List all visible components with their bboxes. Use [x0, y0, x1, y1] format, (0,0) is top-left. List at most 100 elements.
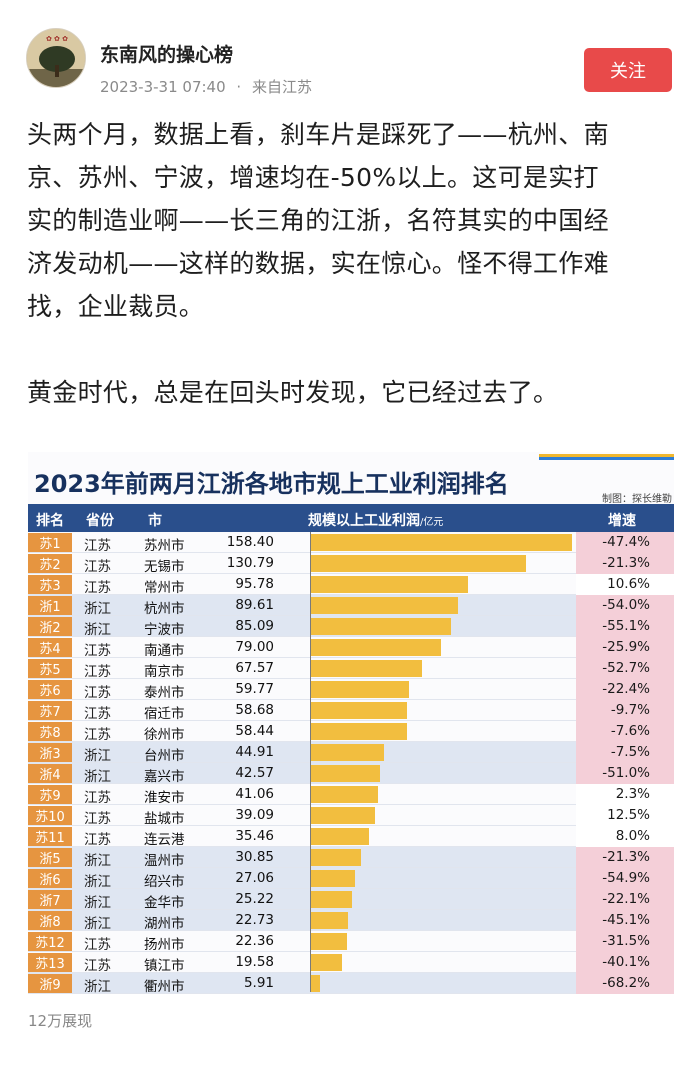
profit-bar	[310, 828, 369, 845]
growth-cell: -54.0%	[576, 595, 674, 616]
city-cell: 盐城市	[144, 811, 185, 827]
city-cell: 淮安市	[144, 790, 185, 806]
growth-cell: -25.9%	[576, 637, 674, 658]
profit-value: 30.85	[235, 849, 274, 865]
profit-value: 89.61	[235, 597, 274, 613]
rank-badge: 浙5	[28, 848, 72, 867]
rank-badge: 浙3	[28, 743, 72, 762]
profit-value: 22.36	[235, 933, 274, 949]
profit-bar	[310, 849, 362, 866]
growth-cell: -52.7%	[576, 658, 674, 679]
profit-value: 59.77	[235, 681, 274, 697]
profit-bar	[310, 870, 355, 887]
province-cell: 江苏	[84, 727, 111, 743]
profit-bar	[310, 765, 381, 782]
table-row: 浙4 浙江 嘉兴市 42.57 -51.0%	[28, 763, 674, 785]
rank-badge: 苏7	[28, 701, 72, 720]
avatar[interactable]: ✿ ✿ ✿	[26, 28, 86, 88]
table-row: 苏11 江苏 连云港 35.46 8.0%	[28, 826, 674, 848]
profit-bar	[310, 807, 375, 824]
profit-value: 44.91	[235, 744, 274, 760]
table-row: 苏9 江苏 淮安市 41.06 2.3%	[28, 784, 674, 806]
rank-badge: 苏9	[28, 785, 72, 804]
bar-track	[310, 576, 576, 593]
author-name[interactable]: 东南风的操心榜	[100, 44, 234, 66]
rank-badge: 苏3	[28, 575, 72, 594]
rank-badge: 苏6	[28, 680, 72, 699]
province-cell: 江苏	[84, 832, 111, 848]
profit-bar	[310, 933, 347, 950]
rank-badge: 浙7	[28, 890, 72, 909]
table-row: 苏12 江苏 扬州市 22.36 -31.5%	[28, 931, 674, 953]
profit-value: 158.40	[226, 534, 274, 550]
growth-cell: -40.1%	[576, 952, 674, 973]
rank-badge: 浙6	[28, 869, 72, 888]
growth-cell: -22.4%	[576, 679, 674, 700]
profit-value: 58.44	[235, 723, 274, 739]
post-image-chart[interactable]: 2023年前两月江浙各地市规上工业利润排名 制图：探长维勒 排名 省份 市 规模…	[28, 452, 674, 995]
rank-badge: 苏5	[28, 659, 72, 678]
profit-bar	[310, 681, 409, 698]
post-paragraph-2: 黄金时代，总是在回头时发现，它已经过去了。	[27, 378, 559, 407]
rank-badge: 浙1	[28, 596, 72, 615]
profit-value: 79.00	[235, 639, 274, 655]
table-header: 排名 省份 市 规模以上工业利润/亿元 增速	[28, 504, 674, 532]
province-cell: 浙江	[84, 622, 111, 638]
city-cell: 南通市	[144, 643, 185, 659]
city-cell: 镇江市	[144, 958, 185, 974]
city-cell: 杭州市	[144, 601, 185, 617]
province-cell: 江苏	[84, 685, 111, 701]
province-cell: 浙江	[84, 874, 111, 890]
table-row: 苏13 江苏 镇江市 19.58 -40.1%	[28, 952, 674, 974]
table-row: 浙8 浙江 湖州市 22.73 -45.1%	[28, 910, 674, 932]
profit-bar	[310, 786, 378, 803]
province-cell: 江苏	[84, 643, 111, 659]
growth-cell: 10.6%	[576, 574, 674, 595]
bar-track	[310, 870, 576, 887]
city-cell: 金华市	[144, 895, 185, 911]
header-growth: 增速	[608, 513, 636, 529]
bar-track	[310, 702, 576, 719]
svg-text:✿ ✿ ✿: ✿ ✿ ✿	[46, 35, 68, 43]
table-row: 浙5 浙江 温州市 30.85 -21.3%	[28, 847, 674, 869]
bar-track	[310, 954, 576, 971]
post-line: 实的制造业啊——长三角的江浙，名符其实的中国经	[27, 206, 609, 235]
rank-badge: 苏11	[28, 827, 72, 846]
rank-badge: 苏10	[28, 806, 72, 825]
province-cell: 江苏	[84, 937, 111, 953]
profit-bar	[310, 954, 343, 971]
rank-badge: 浙2	[28, 617, 72, 636]
city-cell: 嘉兴市	[144, 769, 185, 785]
profit-bar	[310, 555, 527, 572]
profit-value: 25.22	[235, 891, 274, 907]
growth-cell: -55.1%	[576, 616, 674, 637]
table-row: 苏2 江苏 无锡市 130.79 -21.3%	[28, 553, 674, 575]
profit-value: 130.79	[226, 555, 274, 571]
follow-button[interactable]: 关注	[584, 48, 672, 92]
profit-value: 5.91	[243, 975, 274, 991]
rank-badge: 苏2	[28, 554, 72, 573]
bar-track	[310, 723, 576, 740]
growth-cell: -47.4%	[576, 532, 674, 553]
rank-badge: 苏4	[28, 638, 72, 657]
city-cell: 常州市	[144, 580, 185, 596]
profit-value: 22.73	[235, 912, 274, 928]
province-cell: 江苏	[84, 958, 111, 974]
header-city: 市	[148, 513, 162, 529]
post-line: 京、苏州、宁波，增速均在-50%以上。这可是实打	[27, 163, 599, 192]
view-count: 12万展现	[28, 1012, 93, 1030]
city-cell: 泰州市	[144, 685, 185, 701]
profit-bar	[310, 702, 408, 719]
rank-badge: 浙4	[28, 764, 72, 783]
city-cell: 无锡市	[144, 559, 185, 575]
profit-value: 42.57	[235, 765, 274, 781]
bar-track	[310, 891, 576, 908]
rank-badge: 浙8	[28, 911, 72, 930]
table-row: 苏7 江苏 宿迁市 58.68 -9.7%	[28, 700, 674, 722]
growth-cell: -45.1%	[576, 910, 674, 931]
table-row: 浙3 浙江 台州市 44.91 -7.5%	[28, 742, 674, 764]
profit-value: 39.09	[235, 807, 274, 823]
profit-bar	[310, 534, 572, 551]
province-cell: 浙江	[84, 853, 111, 869]
province-cell: 浙江	[84, 769, 111, 785]
